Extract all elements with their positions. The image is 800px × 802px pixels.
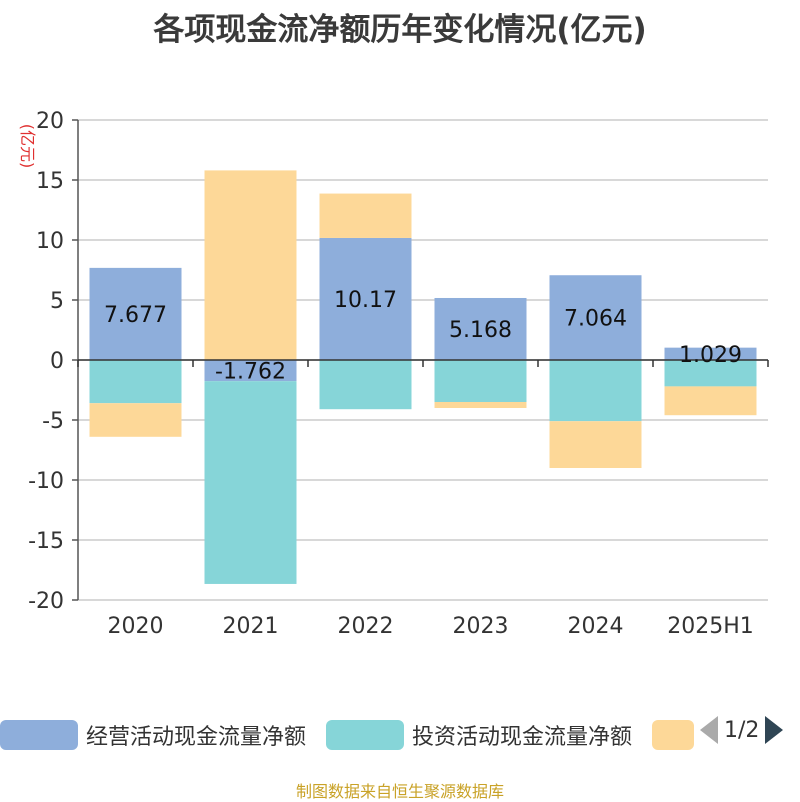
y-tick-label: 20: [36, 109, 64, 134]
bar-operating-2025H1: [664, 347, 757, 360]
bar-operating-2024: [549, 275, 642, 360]
bar-investing-2025H1: [664, 360, 757, 387]
bar-investing-2020: [89, 360, 182, 404]
y-tick-label: -15: [28, 529, 64, 554]
y-tick-label: -5: [42, 409, 64, 434]
data-label-operating: 7.677: [104, 303, 167, 328]
legend-label-investing[interactable]: 投资活动现金流量净额: [412, 725, 633, 750]
x-tick-label: 2021: [223, 614, 279, 639]
bar-investing-2022: [319, 360, 412, 410]
bar-operating-2021: [204, 360, 297, 382]
pager-next-icon[interactable]: [765, 716, 784, 744]
x-tick-label: 2022: [338, 614, 394, 639]
y-tick-label: 15: [36, 169, 64, 194]
pager-page-text: 1/2: [724, 717, 760, 743]
x-tick-label: 2020: [108, 614, 164, 639]
y-tick-label: 5: [50, 289, 64, 314]
bar-financing-2020: [89, 403, 182, 437]
data-label-operating: 7.064: [564, 307, 627, 332]
data-label-operating: 10.17: [334, 288, 397, 313]
bar-financing-2021: [204, 170, 297, 360]
chart-title: 各项现金流净额历年变化情况(亿元): [153, 12, 647, 48]
legend-swatch-financing[interactable]: [652, 720, 695, 750]
legend-swatch-investing[interactable]: [326, 720, 405, 750]
bar-financing-2023: [434, 402, 527, 408]
bar-operating-2023: [434, 297, 527, 360]
x-tick-label: 2024: [568, 614, 624, 639]
x-tick-label: 2025H1: [667, 614, 754, 639]
legend-swatch-operating[interactable]: [0, 720, 78, 750]
x-tick-label: 2023: [453, 614, 509, 639]
bar-operating-2020: [89, 267, 182, 360]
bar-financing-2024: [549, 421, 642, 468]
y-tick-label: -20: [28, 589, 64, 614]
legend: 经营活动现金流量净额 投资活动现金流量净额: [0, 715, 695, 755]
bar-investing-2021: [204, 381, 297, 584]
bar-financing-2025H1: [664, 386, 757, 416]
bar-investing-2023: [434, 360, 527, 402]
bar-operating-2022: [319, 237, 412, 360]
data-label-operating: -1.762: [215, 360, 286, 385]
y-tick-label: -10: [28, 469, 64, 494]
y-tick-label: 10: [36, 229, 64, 254]
data-label-operating: 5.168: [449, 318, 512, 343]
bar-investing-2024: [549, 360, 642, 422]
legend-label-operating[interactable]: 经营活动现金流量净额: [86, 725, 307, 750]
y-tick-label: 0: [50, 349, 64, 374]
data-label-operating: 1.029: [679, 343, 742, 368]
y-axis-unit-label: (亿元): [18, 124, 37, 169]
source-note: 制图数据来自恒生聚源数据库: [295, 782, 504, 801]
pager-prev-icon[interactable]: [700, 716, 718, 744]
legend-pager: 1/2: [700, 716, 784, 744]
bar-financing-2022: [319, 193, 412, 238]
